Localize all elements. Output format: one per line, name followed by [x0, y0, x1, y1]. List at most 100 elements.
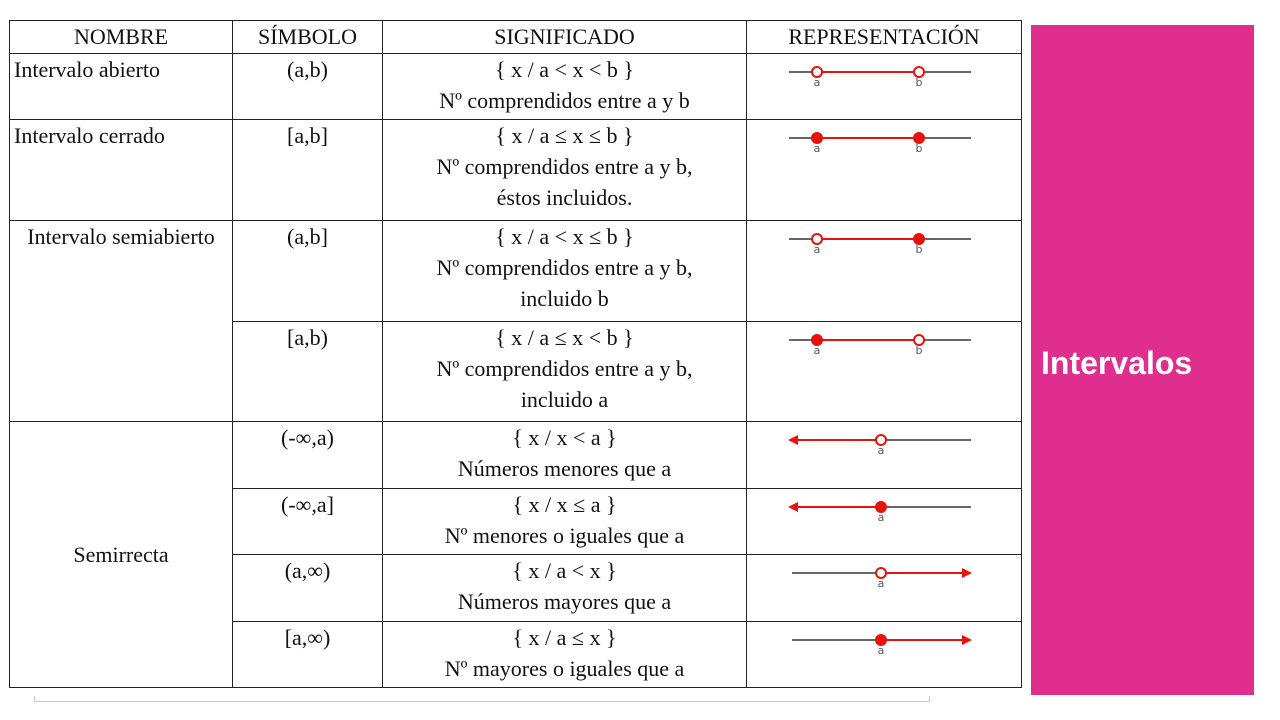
row-desc-line: Nº comprendidos entre a y b [439, 88, 690, 113]
row-desc-line: Nº menores o iguales que a [444, 522, 685, 548]
row-desc-line: Números menores que a [457, 456, 672, 482]
open-point [913, 333, 925, 346]
table-row: [a,∞) { x / a ≤ x } Nº mayores o iguales… [10, 620, 1022, 688]
closed-point [875, 633, 887, 646]
row-symbol: (a,b) [232, 52, 383, 121]
open-point [913, 66, 925, 78]
closed-point [811, 132, 823, 145]
row-set: { x / a ≤ x ≤ b } [495, 123, 634, 149]
point-label: a [878, 644, 885, 657]
row-name: Intervalo semiabierto [9, 220, 233, 423]
row-meaning: { x / a < x ≤ b } Nº comprendidos entre … [382, 220, 747, 322]
number-line: a [792, 633, 972, 657]
intervals-table: NOMBRE SÍMBOLO SIGNIFICADO REPRESENTACIÓ… [9, 20, 1022, 688]
closed-point [875, 500, 887, 513]
row-meaning: { x / a ≤ x < b } Nº comprendidos entre … [382, 320, 747, 423]
ray-arrow [788, 501, 798, 512]
slide-bottom-rule [34, 696, 930, 702]
number-line: a [792, 567, 972, 590]
intervals-table-container: NOMBRE SÍMBOLO SIGNIFICADO REPRESENTACIÓ… [9, 20, 1022, 688]
row-desc-line: Nº mayores o iguales que a [444, 655, 685, 681]
row-desc-line: Nº comprendidos entre a y b, [436, 255, 693, 281]
point-label: a [878, 511, 885, 524]
side-panel: Intervalos [1031, 25, 1254, 695]
row-symbol: (-∞,a] [232, 487, 383, 556]
row-meaning: { x / a < x } Números mayores que a [382, 554, 747, 622]
open-point [875, 567, 887, 580]
number-line: a [788, 500, 971, 524]
closed-point [811, 333, 823, 346]
header-meaning: SIGNIFICADO [382, 20, 747, 54]
table-row: (a,∞) { x / a < x } Números mayores que … [10, 554, 1022, 622]
open-point [875, 434, 887, 447]
point-label: b [916, 142, 923, 155]
table-row: Intervalo semiabierto (a,b] { x / a < x … [9, 220, 1022, 423]
row-meaning: { x / a ≤ x } Nº mayores o iguales que a [382, 620, 747, 688]
row-desc-line: Nº comprendidos entre a y b, [436, 154, 693, 180]
closed-point [913, 132, 925, 145]
table-row: (-∞,a] { x / x ≤ a } Nº menores o iguale… [10, 487, 1022, 556]
table-row: Intervalo cerrado [a,b] { x / a ≤ x ≤ b … [9, 119, 1022, 222]
row-desc-line: Nº comprendidos entre a y b, [436, 355, 693, 381]
row-representation: a [746, 554, 1022, 622]
row-name: Intervalo cerrado [9, 119, 233, 222]
row-meaning: { x / a ≤ x ≤ b } Nº comprendidos entre … [382, 119, 747, 222]
point-label: a [878, 577, 885, 590]
point-label: a [814, 142, 821, 155]
row-meaning: { x / x < a } Números menores que a [382, 421, 747, 489]
ray-arrow [788, 435, 798, 446]
row-representation: a [746, 421, 1022, 489]
row-set: { x / x < a } [512, 425, 617, 451]
row-desc-line: éstos incluidos. [496, 185, 633, 211]
point-label: a [878, 444, 885, 457]
row-symbol: [a,b) [232, 320, 383, 423]
point-label: a [814, 344, 821, 357]
side-panel-title: Intervalos [1041, 345, 1193, 381]
row-name: Semirrecta [9, 421, 233, 688]
table-row: [a,b) { x / a ≤ x < b } Nº comprendidos … [10, 320, 1022, 423]
row-name: Intervalo abierto [9, 52, 233, 121]
row-set: { x / x ≤ a } [512, 491, 617, 517]
row-desc-line: incluido a [520, 386, 609, 412]
point-label: b [916, 344, 923, 357]
header-representation: REPRESENTACIÓN [746, 20, 1022, 54]
row-desc-line: Números mayores que a [457, 589, 672, 615]
row-symbol: (-∞,a) [232, 421, 383, 489]
closed-point [913, 233, 925, 246]
ray-arrow [962, 568, 972, 579]
open-point [811, 66, 823, 78]
point-label: a [814, 243, 821, 256]
row-meaning: { x / a < x < b } Nº comprendidos entre … [382, 52, 747, 121]
row-set: { x / a ≤ x } [512, 624, 617, 650]
point-label: b [916, 76, 923, 89]
header-symbol: SÍMBOLO [232, 20, 383, 54]
row-symbol: (a,b] [232, 220, 383, 322]
point-label: a [814, 76, 821, 89]
row-set: { x / a < x } [512, 558, 617, 584]
ray-arrow [962, 634, 972, 645]
row-symbol: [a,∞) [232, 620, 383, 688]
row-set: { x / a ≤ x < b } [495, 324, 634, 350]
row-meaning: { x / x ≤ a } Nº menores o iguales que a [382, 487, 747, 556]
row-desc-line: incluido b [520, 286, 609, 312]
row-representation: a [746, 487, 1022, 556]
open-point [811, 233, 823, 246]
row-representation: a [746, 620, 1022, 688]
point-label: b [916, 243, 923, 256]
row-symbol: (a,∞) [232, 554, 383, 622]
table-row: Intervalo abierto (a,b) { x / a < x < b … [9, 52, 1022, 121]
header-name: NOMBRE [9, 20, 233, 54]
row-set: { x / a < x ≤ b } [495, 224, 634, 250]
table-header-row: NOMBRE SÍMBOLO SIGNIFICADO REPRESENTACIÓ… [9, 20, 1022, 54]
row-set: { x / a < x < b } [495, 57, 634, 82]
row-symbol: [a,b] [232, 119, 383, 222]
number-line: a [788, 434, 971, 457]
